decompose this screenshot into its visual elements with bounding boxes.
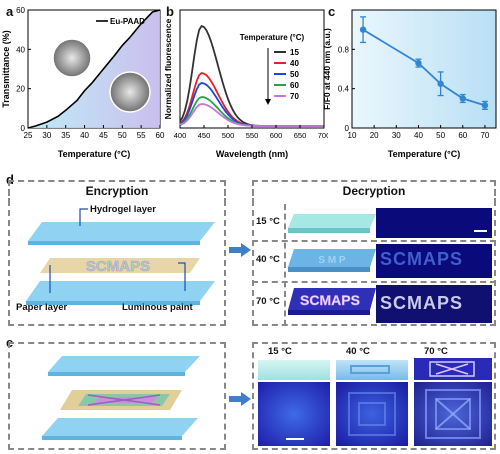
glow-text: SCMAPS [380,249,464,269]
decrypt-temp-40: 40 °C [256,254,280,265]
paper-layer-label: Paper layer [16,302,68,313]
y-tick-label: 40 [16,45,25,54]
decrypt-temp-15: 15 °C [256,216,280,227]
encryption-title: Encryption [85,184,149,198]
x-tick-label: 55 [137,131,146,140]
partial-text: S M P [318,255,346,266]
chart-a-legend: Eu-PAAD [110,17,145,26]
y-tick-label: 60 [16,6,25,15]
e-photo-15 [258,382,330,446]
x-tick-label: 450 [198,131,211,140]
e-photo-40 [336,382,408,446]
sample-photo-opaque [109,71,151,113]
legend-entry: 70 [290,92,299,101]
chart-a: Eu-PAAD 25 30 35 40 45 50 55 60 0 20 40 60 Temperat… [1,6,165,159]
arrow-right-icon [229,392,251,406]
e-exploded-box [8,342,226,450]
panel-label-a: a [6,4,14,19]
sample-photo-clear [52,38,92,78]
legend-entry: 15 [290,48,299,57]
panel-label-c: c [328,4,336,19]
data-point [459,95,466,102]
x-tick-label: 70 [480,131,489,140]
decrypt-photo-70: SCMAPS [376,285,492,323]
row-divider [252,281,496,283]
y-tick-label: 0 [345,124,350,133]
col-divider [284,204,286,326]
decrypt-photo-40: SCMAPS [376,244,492,278]
revealed-text: SCMAPS [300,292,360,308]
row-divider [252,240,496,242]
data-point [437,80,444,87]
decrypt-slab-15 [288,214,376,233]
x-tick-label: 10 [348,131,357,140]
encryption-diagram: SCMAPS [26,208,215,305]
decrypt-photo-15 [376,208,492,238]
x-tick-label: 60 [156,131,165,140]
chart-a-line [27,9,161,129]
data-point [415,59,422,67]
y-tick-label: 0 [21,124,26,133]
chart-c-ylabel: F/F0 at 440 nm (a.u.) [322,28,332,110]
chart-a-ylabel: Transmittance (%) [1,30,11,108]
legend-entry: 60 [290,81,299,90]
decrypt-slab-70: SCMAPS [288,288,376,315]
e-photo-70 [414,382,492,446]
arrow-right-icon [229,243,251,257]
y-tick-label: 20 [16,85,25,94]
panel-label-b: b [166,4,174,19]
e-slab-15 [258,360,330,380]
x-tick-label: 600 [270,131,283,140]
decryption-header [252,180,496,204]
y-tick-label: 0.4 [338,85,350,94]
glow-text: SCMAPS [380,293,464,313]
e-slab-40 [336,360,408,380]
chart-a-xlabel: Temperature (°C) [58,149,130,159]
chart-c-xlabel: Temperature (°C) [388,149,460,159]
e-diagram [42,356,200,440]
legend-entry: 50 [290,70,299,79]
x-tick-label: 40 [80,131,89,140]
hydrogel-layer-label: Hydrogel layer [90,204,156,215]
x-tick-label: 40 [414,131,423,140]
chart-b: Temperature (°C) 15 40 50 60 70 400 450 500 550… [163,9,328,159]
x-tick-label: 60 [458,131,467,140]
x-tick-label: 650 [294,131,307,140]
data-point [481,102,489,109]
x-tick-label: 550 [246,131,259,140]
e-result-box [252,342,496,450]
x-tick-label: 35 [61,131,70,140]
encryption-header [8,180,226,204]
e-temp-15: 15 °C [268,346,292,357]
y-tick-label: 0.8 [338,45,350,54]
chart-c: 10 20 30 40 50 60 70 0 0.4 0.8 Temperature (°C) F… [322,9,497,159]
luminous-paint-label: Luminous paint [122,302,193,313]
x-tick-label: 20 [370,131,379,140]
panel-label-d: d [6,172,14,187]
chart-b-legend-title: Temperature (°C) [240,33,305,42]
data-point [359,26,367,33]
chart-b-xlabel: Wavelength (nm) [216,149,288,159]
x-tick-label: 400 [174,131,187,140]
decrypt-slab-40: S M P [288,249,376,272]
x-tick-label: 30 [392,131,401,140]
x-tick-label: 30 [42,131,51,140]
x-tick-label: 700 [318,131,328,140]
x-tick-label: 50 [436,131,445,140]
x-tick-label: 500 [222,131,235,140]
decrypt-temp-70: 70 °C [256,296,280,307]
e-temp-70: 70 °C [424,346,448,357]
chart-b-ylabel: Normalized fluorescence [163,18,173,119]
x-tick-label: 25 [24,131,33,140]
e-slab-70 [414,358,492,380]
paint-text: SCMAPS [86,258,150,275]
x-tick-label: 45 [99,131,108,140]
x-tick-label: 50 [118,131,127,140]
decryption-title: Decryption [342,184,406,198]
legend-entry: 40 [290,59,299,68]
e-temp-40: 40 °C [346,346,370,357]
